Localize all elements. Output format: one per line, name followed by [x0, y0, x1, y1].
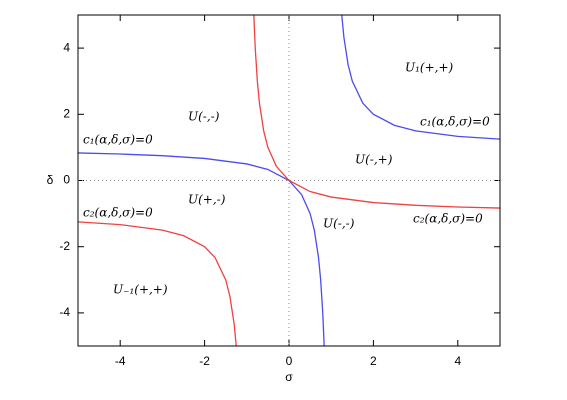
x-axis-label: σ: [285, 370, 293, 384]
curve: [253, 14, 501, 209]
annotation: U(-,-): [188, 110, 220, 124]
x-tick-label: -4: [115, 354, 126, 368]
y-tick-label: 0: [63, 173, 70, 187]
curve: [77, 221, 237, 347]
curve: [341, 14, 501, 140]
y-tick-label: -4: [59, 305, 70, 319]
annotation: U₋₁(+,+): [113, 283, 168, 297]
annotation: U(-,-): [323, 217, 355, 231]
x-tick-label: 0: [286, 354, 293, 368]
x-tick-label: 2: [370, 354, 377, 368]
annotation: c₂(α,δ,σ)=0: [83, 206, 153, 220]
plot-frame: [77, 14, 501, 347]
y-axis-label: δ: [47, 173, 54, 187]
x-tick-label: -2: [199, 354, 210, 368]
annotation: U(-,+): [355, 153, 393, 167]
y-tick-label: -2: [59, 239, 70, 253]
curve: [77, 152, 325, 347]
annotation: U(+,-): [188, 193, 226, 207]
annotation: c₂(α,δ,σ)=0: [413, 212, 483, 226]
annotation: c₁(α,δ,σ)=0: [420, 115, 490, 129]
y-tick-label: 4: [63, 40, 70, 54]
y-tick-label: 2: [63, 106, 70, 120]
x-tick-label: 4: [454, 354, 461, 368]
annotation: U₁(+,+): [405, 61, 454, 75]
annotation: c₁(α,δ,σ)=0: [83, 133, 153, 147]
